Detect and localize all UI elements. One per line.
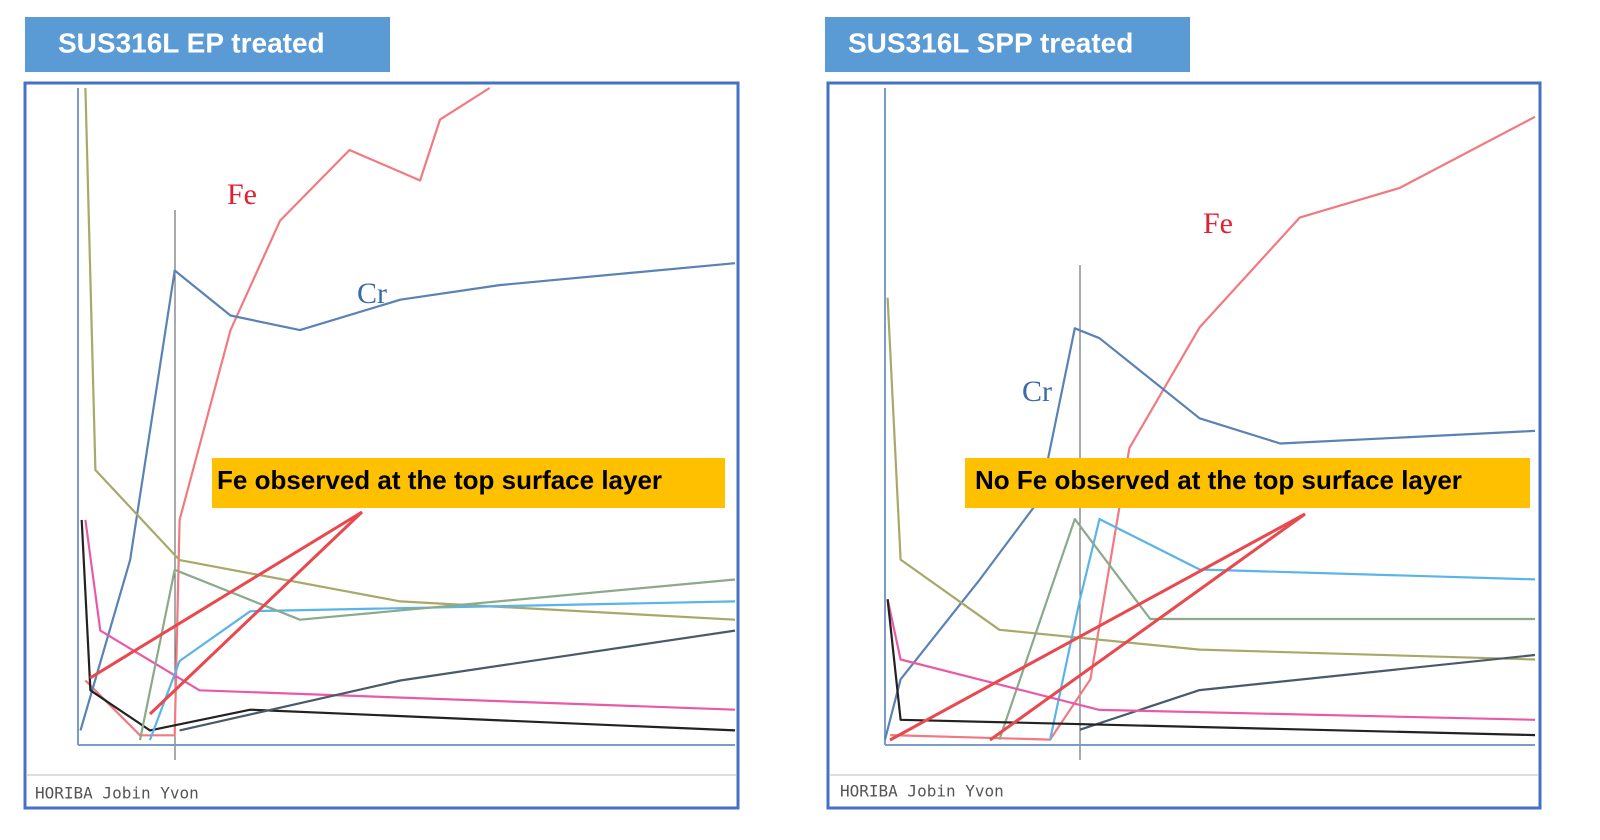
annotation-box bbox=[212, 458, 725, 508]
title-box bbox=[825, 17, 1190, 72]
arrow bbox=[148, 510, 364, 716]
panel-title: SUS316L SPP treated bbox=[848, 27, 1133, 58]
series-line bbox=[1079, 653, 1536, 731]
footer: HORIBA Jobin Yvon bbox=[840, 782, 1004, 801]
series-line bbox=[84, 87, 491, 737]
series-line bbox=[80, 519, 736, 732]
footer: HORIBA Jobin Yvon bbox=[35, 784, 199, 803]
series-line bbox=[886, 297, 1536, 661]
annotation: No Fe observed at the top surface layer bbox=[975, 465, 1462, 495]
arrows bbox=[89, 510, 1306, 742]
title-box bbox=[25, 17, 390, 72]
series-line bbox=[84, 87, 736, 621]
series-line bbox=[998, 518, 1535, 740]
series-label: Cr bbox=[1022, 375, 1052, 408]
series-label: Fe bbox=[227, 178, 257, 211]
arrow bbox=[89, 510, 363, 680]
series-label: Fe bbox=[1203, 207, 1233, 240]
arrow bbox=[989, 512, 1306, 742]
series-label: Cr bbox=[357, 277, 387, 310]
series-line bbox=[179, 629, 736, 732]
series-line bbox=[890, 115, 1536, 741]
arrow bbox=[889, 512, 1306, 742]
annotation-box bbox=[965, 458, 1530, 508]
panel-title: SUS316L EP treated bbox=[58, 27, 325, 58]
plots: Fe Cr Fe Cr bbox=[77, 87, 1536, 746]
annotation: Fe observed at the top surface layer bbox=[217, 465, 662, 495]
panel-frame bbox=[826, 81, 1542, 810]
series-line bbox=[138, 568, 736, 741]
series-line bbox=[1049, 518, 1536, 740]
series-line bbox=[84, 519, 736, 711]
series-line bbox=[883, 327, 1536, 740]
series-line bbox=[79, 262, 736, 731]
series-line bbox=[886, 599, 1536, 737]
panel-frame bbox=[23, 81, 740, 810]
series-line bbox=[886, 598, 1536, 721]
